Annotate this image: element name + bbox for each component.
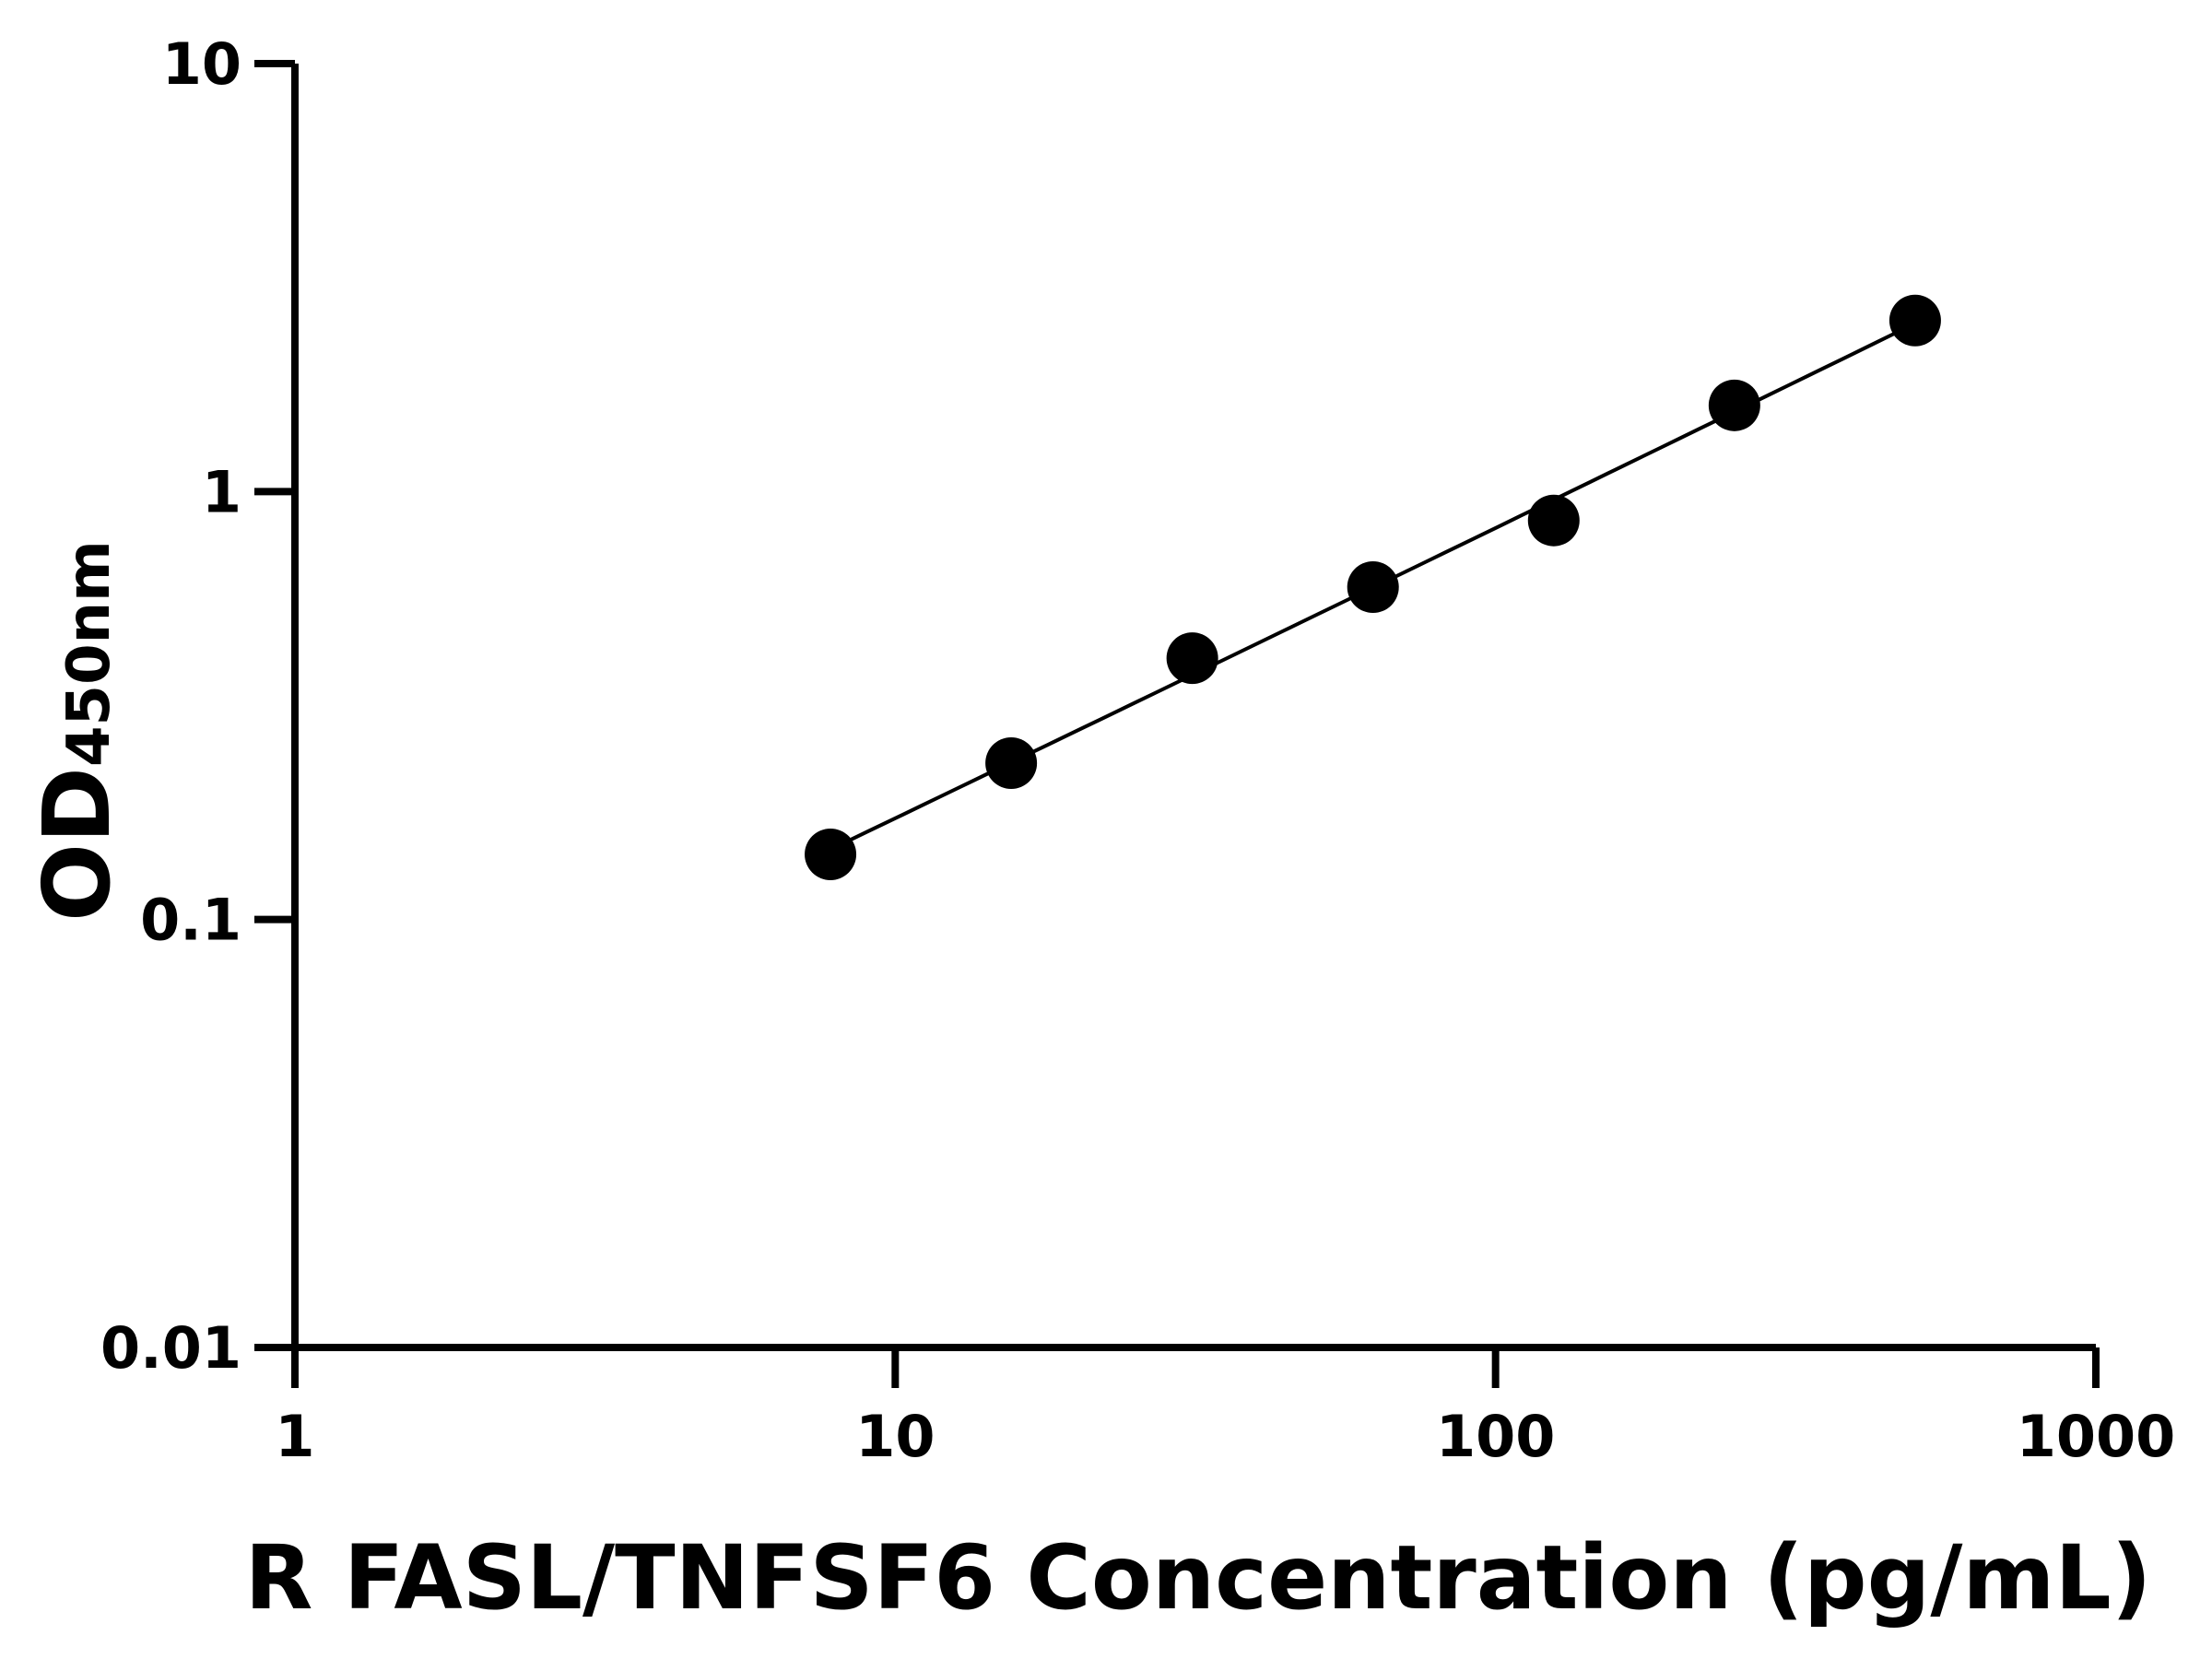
- x-tick-label: 1000: [2017, 1403, 2176, 1470]
- data-point: [1888, 294, 1941, 347]
- data-point: [805, 828, 857, 880]
- x-tick-label: 100: [1436, 1403, 1555, 1470]
- x-tick-label: 1: [275, 1403, 314, 1470]
- y-tick-label: 10: [162, 30, 241, 98]
- data-point: [1708, 379, 1760, 431]
- y-tick-label: 1: [202, 458, 241, 525]
- y-axis-label-sub: 450nm: [55, 540, 124, 767]
- x-tick-label: 10: [855, 1403, 935, 1470]
- x-axis-label: R FASL/TNFSF6 Concentration (pg/mL): [244, 1526, 2151, 1630]
- data-point: [985, 736, 1038, 789]
- y-axis-label: OD450nm: [23, 540, 131, 922]
- y-tick-label: 0.01: [100, 1314, 241, 1382]
- data-point: [1347, 561, 1399, 614]
- y-axis-label-main: OD: [23, 767, 131, 922]
- y-tick-label: 0.1: [140, 887, 241, 954]
- data-point: [1527, 494, 1580, 547]
- data-point: [1166, 632, 1218, 685]
